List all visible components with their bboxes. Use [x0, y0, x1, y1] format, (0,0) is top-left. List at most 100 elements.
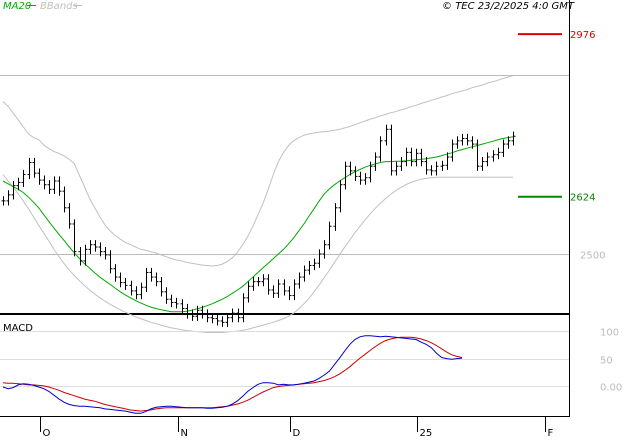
price-bar: [62, 186, 67, 213]
price-bar: [139, 282, 144, 300]
price-bar: [11, 181, 16, 200]
price-bar: [88, 240, 93, 254]
price-bar: [225, 313, 230, 327]
price-bar: [424, 157, 429, 175]
price-bar: [113, 264, 118, 282]
price-bar: [129, 280, 134, 296]
price-tick-label: 2500: [580, 251, 605, 262]
price-bar: [169, 294, 174, 308]
price-bar: [200, 305, 205, 319]
price-bar: [256, 277, 261, 287]
price-bar: [399, 157, 404, 171]
price-bar: [118, 272, 123, 288]
price-bar: [57, 176, 62, 196]
price-bar: [230, 308, 235, 323]
price-bar: [491, 150, 496, 162]
price-bar: [322, 240, 327, 259]
price-bar: [455, 136, 460, 149]
macd-line: [2, 335, 463, 414]
price-bar: [154, 272, 159, 287]
price-bar: [440, 160, 445, 171]
price-bar: [103, 247, 108, 260]
price-bar: [384, 124, 389, 146]
price-bar: [363, 173, 368, 185]
price-bar: [32, 157, 37, 178]
legend-bbands: BBands: [40, 1, 78, 12]
price-bar: [205, 309, 210, 323]
price-bar: [93, 240, 98, 252]
price-bar: [465, 133, 470, 146]
price-bar: [333, 203, 338, 231]
ma20-line: [2, 136, 514, 313]
resistance-label: 2976: [570, 30, 595, 41]
price-bar: [215, 314, 220, 326]
macd-title: MACD: [3, 323, 33, 334]
macd-tick-label: 50: [600, 356, 613, 367]
price-bar: [108, 250, 113, 274]
copyright-timestamp: © TEC 23/2/2025 4:0 GMT: [442, 1, 575, 12]
price-bar: [501, 139, 506, 157]
macd-tick-label: 100: [600, 328, 619, 339]
price-bar: [42, 175, 47, 190]
price-bar: [190, 309, 195, 321]
price-bar: [429, 165, 434, 176]
price-bar: [292, 279, 297, 301]
price-bar: [164, 287, 169, 304]
price-bar: [419, 148, 424, 167]
price-bar: [317, 249, 322, 268]
price-bar: [338, 180, 343, 213]
price-bar: [348, 161, 353, 176]
price-bar: [450, 139, 455, 162]
price-bar: [327, 221, 332, 250]
price-bar: [368, 161, 373, 183]
price-bar: [445, 152, 450, 170]
price-bar: [261, 274, 266, 287]
price-bar: [485, 152, 490, 167]
price-bar: [98, 242, 103, 257]
price-bar: [27, 157, 32, 180]
price-bar: [251, 277, 256, 291]
price-bar: [394, 161, 399, 176]
price-bar: [506, 136, 511, 149]
price-bar: [21, 169, 26, 188]
bbands-upper-line: [2, 75, 514, 267]
price-bar: [409, 147, 414, 167]
price-bar: [358, 171, 363, 185]
price-bar: [195, 305, 200, 321]
price-bar: [475, 139, 480, 171]
price-bar: [276, 279, 281, 298]
price-bar: [373, 152, 378, 171]
macd-panel: 100 50 0.00: [0, 328, 622, 414]
bbands-lower-line: [2, 174, 513, 333]
price-bar: [353, 166, 358, 182]
x-axis-label: F: [548, 428, 554, 439]
price-bar: [266, 274, 271, 295]
price-bar: [246, 281, 251, 303]
price-bar: [282, 279, 287, 296]
price-bar: [307, 260, 312, 275]
price-bar: [297, 272, 302, 289]
price-bar: [470, 136, 475, 149]
price-bar: [134, 286, 139, 300]
price-bar: [185, 303, 190, 319]
price-bar: [1, 196, 6, 206]
price-bar: [52, 176, 57, 194]
price-bar: [72, 219, 77, 257]
price-bar: [511, 131, 516, 146]
price-bar: [47, 180, 52, 194]
price-bar: [389, 124, 394, 176]
price-bar: [180, 299, 185, 314]
price-bar: [271, 285, 276, 298]
chart-background: [0, 0, 570, 416]
price-bar: [123, 277, 128, 290]
price-bar: [414, 148, 419, 167]
price-panel: 2500 2976 2624: [0, 30, 605, 333]
price-bar: [78, 247, 83, 266]
price-bar: [343, 161, 348, 190]
macd-tick-label: 0.00: [600, 383, 622, 394]
price-bar: [287, 286, 292, 301]
price-bar: [83, 244, 88, 266]
price-bar: [174, 297, 179, 309]
price-bar: [67, 203, 72, 229]
